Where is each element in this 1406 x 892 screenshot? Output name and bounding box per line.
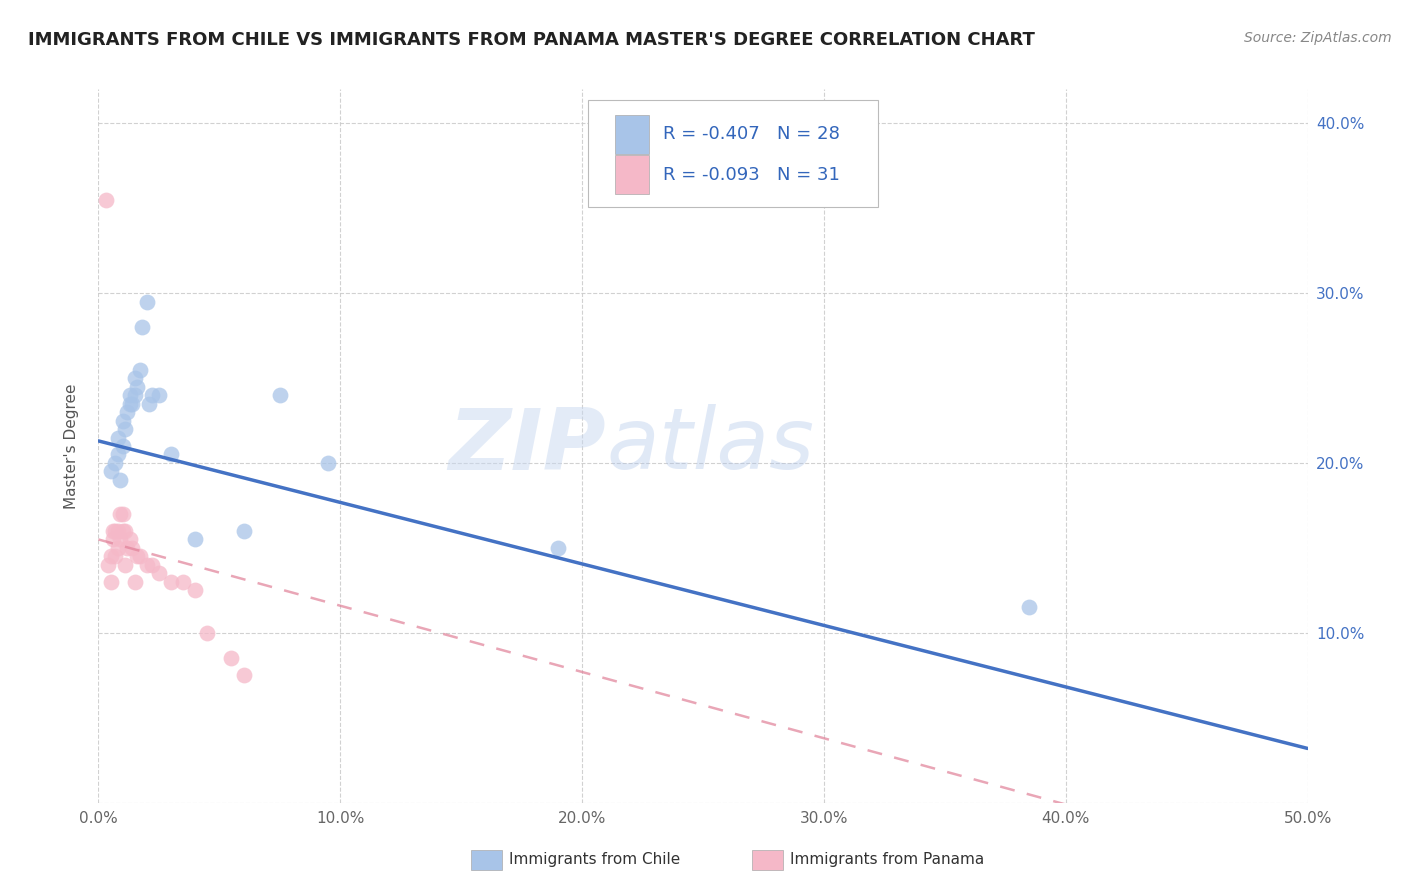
Point [111, 439, 134, 453]
Point [160, 574, 183, 589]
FancyBboxPatch shape [614, 114, 648, 153]
Point [104, 549, 127, 564]
Point [118, 533, 141, 547]
Point [547, 541, 569, 555]
Text: atlas: atlas [606, 404, 814, 488]
Point [108, 473, 131, 487]
Point [108, 533, 131, 547]
Text: R = -0.407   N = 28: R = -0.407 N = 28 [664, 125, 839, 143]
Point [107, 448, 129, 462]
Point [127, 379, 149, 393]
Point [160, 448, 183, 462]
Point [128, 549, 150, 564]
Point [121, 541, 143, 555]
Point [221, 651, 243, 665]
Text: Source: ZipAtlas.com: Source: ZipAtlas.com [1244, 31, 1392, 45]
Point [124, 574, 146, 589]
Point [100, 549, 122, 564]
Y-axis label: Master's Degree: Master's Degree [65, 384, 79, 508]
Point [111, 507, 134, 521]
Point [100, 574, 122, 589]
Point [107, 430, 129, 444]
Point [316, 456, 339, 470]
Point [232, 668, 254, 682]
Point [124, 388, 146, 402]
Point [108, 507, 131, 521]
Point [118, 396, 141, 410]
Point [195, 626, 218, 640]
Point [128, 362, 150, 376]
Point [172, 574, 194, 589]
Point [114, 524, 136, 538]
Point [141, 558, 163, 572]
FancyBboxPatch shape [614, 155, 648, 194]
Point [1018, 600, 1040, 615]
Point [184, 583, 207, 598]
Point [117, 405, 139, 419]
Point [124, 371, 146, 385]
Text: Immigrants from Chile: Immigrants from Chile [509, 853, 681, 867]
Point [101, 533, 124, 547]
Point [184, 533, 207, 547]
Point [121, 396, 143, 410]
Point [104, 456, 127, 470]
Point [114, 558, 136, 572]
Point [135, 294, 157, 309]
Point [101, 524, 124, 538]
Point [114, 422, 136, 436]
Point [107, 541, 129, 555]
Point [148, 388, 170, 402]
Point [138, 396, 160, 410]
Text: Immigrants from Panama: Immigrants from Panama [790, 853, 984, 867]
Point [107, 524, 129, 538]
Point [117, 541, 139, 555]
Point [111, 524, 134, 538]
Point [111, 413, 134, 427]
Point [131, 320, 153, 334]
Point [135, 558, 157, 572]
FancyBboxPatch shape [588, 100, 879, 207]
Point [97, 558, 120, 572]
Point [269, 388, 291, 402]
Point [100, 465, 122, 479]
Text: R = -0.093   N = 31: R = -0.093 N = 31 [664, 166, 839, 184]
Text: ZIP: ZIP [449, 404, 606, 488]
Point [127, 549, 149, 564]
Point [94, 193, 117, 207]
Point [141, 388, 163, 402]
Point [148, 566, 170, 581]
Text: IMMIGRANTS FROM CHILE VS IMMIGRANTS FROM PANAMA MASTER'S DEGREE CORRELATION CHAR: IMMIGRANTS FROM CHILE VS IMMIGRANTS FROM… [28, 31, 1035, 49]
Point [232, 524, 254, 538]
Point [118, 388, 141, 402]
Point [104, 524, 127, 538]
